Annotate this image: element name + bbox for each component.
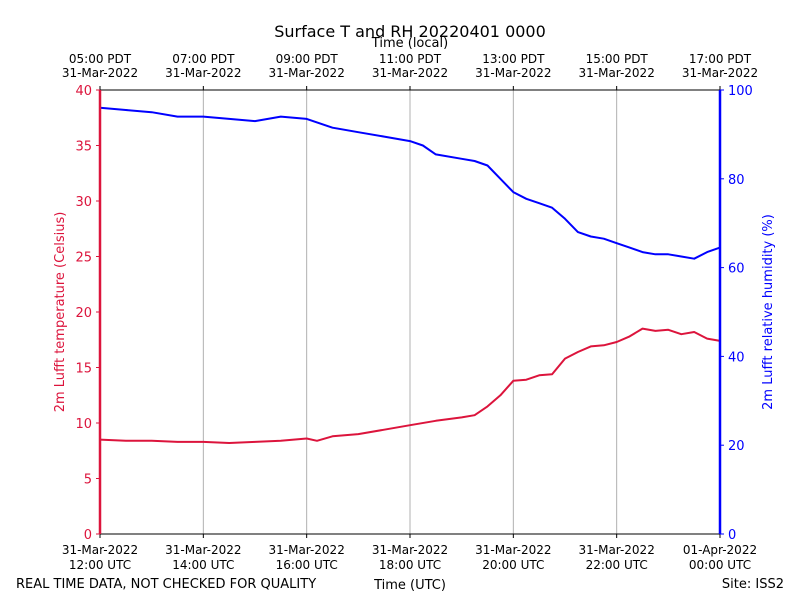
x-tick-label-top-time: 09:00 PDT — [276, 52, 339, 66]
x-tick-label-bottom-time: 18:00 UTC — [379, 558, 441, 572]
chart-title: Surface T and RH 20220401 0000 — [274, 22, 546, 41]
y-tick-label-right: 60 — [728, 262, 745, 277]
x-tick-label-top-date: 31-Mar-2022 — [165, 66, 241, 80]
y-tick-label-left: 20 — [75, 306, 92, 321]
x-tick-label-bottom-time: 22:00 UTC — [586, 558, 648, 572]
y-tick-label-left: 5 — [84, 473, 92, 488]
series-layer — [99, 106, 721, 444]
x-tick-label-bottom-time: 12:00 UTC — [69, 558, 131, 572]
y-tick-label-right: 0 — [728, 528, 736, 543]
x-tick-label-bottom-time: 20:00 UTC — [482, 558, 544, 572]
x-tick-label-top-time: 07:00 PDT — [172, 52, 235, 66]
y-axis-label-right: 2m Lufft relative humidity (%) — [761, 214, 776, 410]
y-tick-label-right: 20 — [728, 439, 745, 454]
x-tick-label-bottom-date: 31-Mar-2022 — [372, 543, 448, 557]
y-tick-label-right: 100 — [728, 84, 753, 99]
x-tick-label-top-date: 31-Mar-2022 — [475, 66, 551, 80]
y-tick-label-right: 80 — [728, 173, 745, 188]
x-tick-label-bottom-date: 01-Apr-2022 — [683, 543, 757, 557]
y-tick-label-left: 0 — [84, 528, 92, 543]
top-axis-label: Time (local) — [371, 36, 448, 51]
x-tick-label-top-time: 13:00 PDT — [482, 52, 545, 66]
x-tick-label-top-time: 11:00 PDT — [379, 52, 442, 66]
x-tick-label-top-date: 31-Mar-2022 — [268, 66, 344, 80]
x-tick-label-bottom-date: 31-Mar-2022 — [578, 543, 654, 557]
x-tick-label-top-time: 17:00 PDT — [689, 52, 752, 66]
x-tick-label-bottom-date: 31-Mar-2022 — [475, 543, 551, 557]
x-tick-label-bottom-time: 14:00 UTC — [172, 558, 234, 572]
y-tick-label-left: 30 — [75, 195, 92, 210]
x-tick-label-bottom-date: 31-Mar-2022 — [268, 543, 344, 557]
footer-site: Site: ISS2 — [722, 577, 784, 592]
y-tick-label-left: 10 — [75, 417, 92, 432]
y-tick-label-left: 35 — [75, 140, 92, 155]
x-tick-label-bottom-date: 31-Mar-2022 — [62, 543, 138, 557]
x-tick-label-top-date: 31-Mar-2022 — [62, 66, 138, 80]
x-tick-label-bottom-date: 31-Mar-2022 — [165, 543, 241, 557]
x-tick-label-top-date: 31-Mar-2022 — [578, 66, 654, 80]
x-axis-label: Time (UTC) — [373, 578, 446, 593]
grid-lines — [202, 90, 618, 534]
x-tick-label-bottom-time: 16:00 UTC — [276, 558, 338, 572]
y-tick-label-left: 40 — [75, 84, 92, 99]
x-tick-label-top-date: 31-Mar-2022 — [682, 66, 758, 80]
x-tick-label-top-time: 05:00 PDT — [69, 52, 132, 66]
y-tick-label-left: 25 — [75, 251, 92, 266]
y-axis-label-left: 2m Lufft temperature (Celsius) — [53, 212, 68, 413]
footer-quality-note: REAL TIME DATA, NOT CHECKED FOR QUALITY — [16, 577, 316, 592]
x-tick-label-top-date: 31-Mar-2022 — [372, 66, 448, 80]
y-tick-label-right: 40 — [728, 350, 745, 365]
series-line-temperature — [99, 327, 721, 444]
x-tick-label-top-time: 15:00 PDT — [586, 52, 649, 66]
series-line-humidity — [99, 106, 721, 260]
y-tick-label-left: 15 — [75, 362, 92, 377]
x-tick-label-bottom-time: 00:00 UTC — [689, 558, 751, 572]
